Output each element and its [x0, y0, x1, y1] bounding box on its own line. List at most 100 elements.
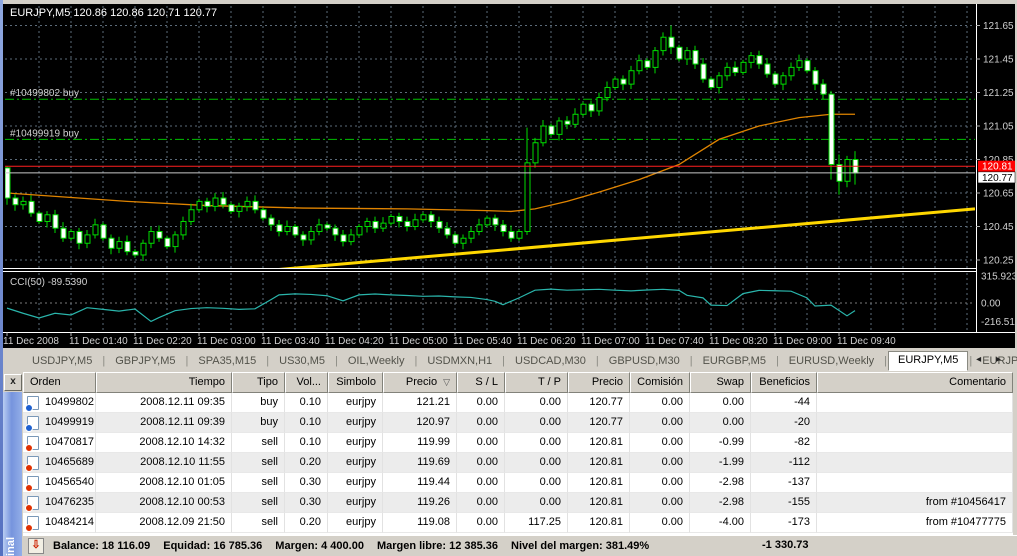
tab-gbpjpy-m5[interactable]: GBPJPY,M5: [115, 354, 176, 367]
terminal-panel: x Terminal OrdenTiempoTipoVol...SimboloP…: [3, 372, 1017, 556]
cell-tiempo: 2008.12.10 14:32: [96, 433, 232, 453]
cell-vol: 0.20: [285, 513, 328, 533]
cci-line: [6, 288, 856, 323]
tab-eurgbp-m5[interactable]: EURGBP,M5: [702, 354, 766, 367]
tab-scroll-left-icon[interactable]: ◂: [976, 354, 988, 365]
close-terminal-button[interactable]: x: [4, 374, 22, 391]
column-header-swap[interactable]: Swap: [690, 372, 751, 393]
sell-order-icon: [25, 475, 39, 492]
tab-usdmxn-h1[interactable]: USDMXN,H1: [427, 354, 493, 367]
column-header-orden[interactable]: Orden: [23, 372, 96, 393]
cell-tiempo: 2008.12.11 09:35: [96, 393, 232, 413]
svg-text:11 Dec 02:20: 11 Dec 02:20: [133, 336, 192, 347]
tab-usdcad-m30[interactable]: USDCAD,M30: [515, 354, 586, 367]
cell-beneficios: -82: [751, 433, 817, 453]
cell-tp: 117.25: [505, 513, 568, 533]
grid: [5, 6, 975, 331]
order-row-10465689[interactable]: 10465689 2008.12.10 11:55 sell 0.20 eurjpy 11…: [23, 453, 1013, 473]
tab-separator: |: [689, 355, 693, 367]
column-header-sl[interactable]: S / L: [457, 372, 505, 393]
status-item-3: Margen libre: 12 385.36: [376, 540, 499, 552]
cci-label: CCI(50) -89.5390: [10, 277, 88, 288]
order-row-10499802[interactable]: 10499802 2008.12.11 09:35 buy 0.10 eurjpy 121…: [23, 393, 1013, 413]
ma-line: [6, 113, 855, 213]
tab-eurusd-weekly[interactable]: EURUSD,Weekly: [788, 354, 875, 367]
column-header-tipo[interactable]: Tipo: [232, 372, 285, 393]
cell-tipo: sell: [232, 433, 285, 453]
cell-tp: 0.00: [505, 473, 568, 493]
column-header-tiempo[interactable]: Tiempo: [96, 372, 232, 393]
cell-simbolo: eurjpy: [328, 453, 383, 473]
tab-spa35-m15[interactable]: SPA35,M15: [198, 354, 257, 367]
tab-us30-m5[interactable]: US30,M5: [279, 354, 325, 367]
svg-text:121.65: 121.65: [983, 21, 1014, 32]
orders-table-header: Orden Tiempo Tipo Vol... Simbolo Precio ▽ S / L…: [23, 372, 1013, 393]
cell-simbolo: eurjpy: [328, 433, 383, 453]
cell-precio2: 120.81: [568, 493, 630, 513]
order-row-10470817[interactable]: 10470817 2008.12.10 14:32 sell 0.10 eurjpy 11…: [23, 433, 1013, 453]
cell-precio: 119.69: [383, 453, 457, 473]
cell-orden: 10465689: [23, 453, 96, 473]
sell-order-icon: [25, 495, 39, 512]
order-row-10484214[interactable]: 10484214 2008.12.09 21:50 sell 0.20 eurjpy 11…: [23, 513, 1013, 533]
price-axis-labels: 121.65 121.45 121.25 121.05 120.85 120.65 120.…: [976, 21, 1014, 267]
sell-order-icon: [25, 455, 39, 472]
status-item-0: Balance: 18 116.09: [53, 540, 151, 552]
order-id: 10456540: [45, 476, 94, 488]
status-item-1: Equidad: 16 785.36: [163, 540, 263, 552]
svg-text:11 Dec 09:00: 11 Dec 09:00: [773, 336, 832, 347]
column-header-vol[interactable]: Vol...: [285, 372, 328, 393]
cell-comision: 0.00: [630, 453, 690, 473]
cell-simbolo: eurjpy: [328, 493, 383, 513]
price-chart[interactable]: #10499802 buy #10499919 buy CCI(50) -89.53…: [0, 0, 1017, 350]
order-row-10456540[interactable]: 10456540 2008.12.10 01:05 sell 0.30 eurjpy 11…: [23, 473, 1013, 493]
tab-eurjpy-m5[interactable]: EURJPY,M5: [888, 351, 969, 371]
svg-text:120.25: 120.25: [983, 256, 1014, 267]
cell-beneficios: -173: [751, 513, 817, 533]
cell-swap: -1.99: [690, 453, 751, 473]
order-line-label: #10499919 buy: [10, 128, 79, 139]
time-axis-labels: 11 Dec 2008 11 Dec 01:40 11 Dec 02:20 11 De…: [3, 332, 896, 347]
cell-sl: 0.00: [457, 413, 505, 433]
tab-separator: |: [414, 355, 418, 367]
cell-sl: 0.00: [457, 393, 505, 413]
cell-tp: 0.00: [505, 453, 568, 473]
svg-text:0.00: 0.00: [981, 299, 1001, 310]
column-header-beneficios[interactable]: Beneficios: [751, 372, 817, 393]
cell-orden: 10499919: [23, 413, 96, 433]
column-header-precio[interactable]: Precio ▽: [383, 372, 457, 393]
tab-separator: |: [969, 355, 973, 367]
tab-eurjpy-m1[interactable]: EURJPY,M1: [982, 354, 1017, 367]
order-id: 10465689: [45, 456, 94, 468]
column-header-comentario[interactable]: Comentario: [817, 372, 1013, 393]
column-header-simbolo[interactable]: Simbolo: [328, 372, 383, 393]
tab-usdjpy-m5[interactable]: USDJPY,M5: [32, 354, 93, 367]
cell-beneficios: -112: [751, 453, 817, 473]
order-row-10499919[interactable]: 10499919 2008.12.11 09:39 buy 0.10 eurjpy 120…: [23, 413, 1013, 433]
svg-text:121.05: 121.05: [983, 122, 1014, 133]
orders-table-body: 10499802 2008.12.11 09:35 buy 0.10 eurjpy 121…: [23, 393, 1013, 533]
svg-text:11 Dec 01:40: 11 Dec 01:40: [69, 336, 128, 347]
column-header-precio2[interactable]: Precio: [568, 372, 630, 393]
pane-borders: [3, 4, 1015, 333]
column-header-comision[interactable]: Comisión: [630, 372, 690, 393]
cell-simbolo: eurjpy: [328, 393, 383, 413]
cell-swap: -2.98: [690, 493, 751, 513]
buy-order-level-lines: #10499802 buy #10499919 buy: [5, 88, 975, 140]
tab-gbpusd-m30[interactable]: GBPUSD,M30: [608, 354, 680, 367]
cell-precio2: 120.81: [568, 473, 630, 493]
cell-tipo: buy: [232, 393, 285, 413]
cell-comentario: from #10477775: [817, 513, 1013, 533]
tab-separator: |: [595, 355, 599, 367]
chart-tabs-bar: USDJPY,M5 | GBPJPY,M5 | SPA35,M15 | US30,M5 | OI…: [3, 350, 1017, 372]
tab-oil-weekly[interactable]: OIL,Weekly: [347, 354, 405, 367]
column-header-tp[interactable]: T / P: [505, 372, 568, 393]
tab-separator: |: [884, 355, 888, 367]
cell-tiempo: 2008.12.10 00:53: [96, 493, 232, 513]
tab-scroll-right-icon[interactable]: ▸: [995, 354, 1007, 365]
order-row-10476235[interactable]: 10476235 2008.12.10 00:53 sell 0.30 eurjpy 11…: [23, 493, 1013, 513]
trade-arrow-icon: ⇩: [28, 538, 44, 554]
status-item-4: Nivel del margen: 381.49%: [511, 540, 650, 552]
cell-precio: 119.44: [383, 473, 457, 493]
cell-orden: 10470817: [23, 433, 96, 453]
